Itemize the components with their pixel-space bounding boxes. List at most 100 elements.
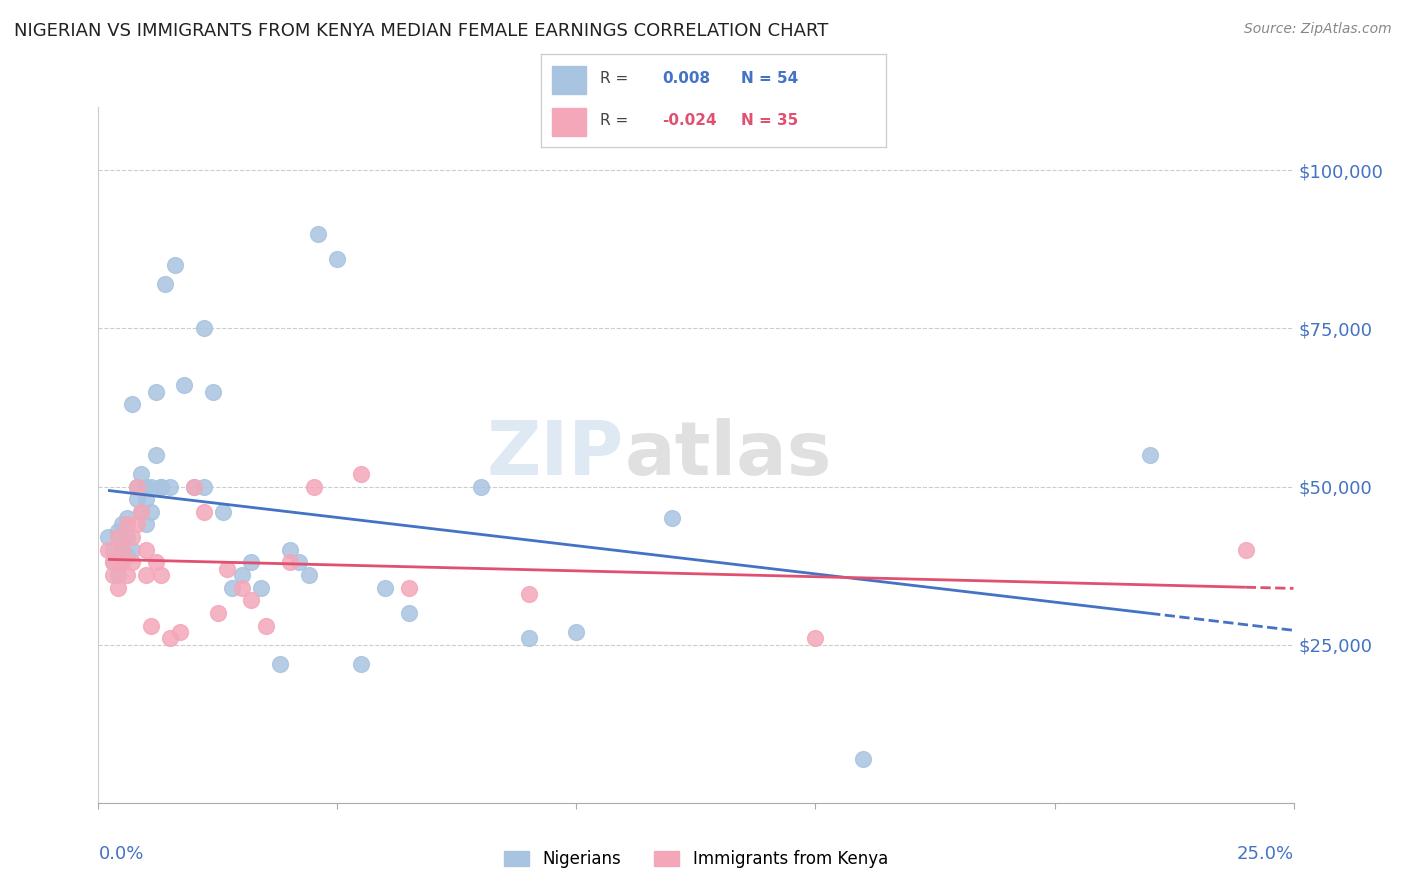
Point xyxy=(131,467,153,481)
Point xyxy=(125,492,148,507)
Point xyxy=(155,277,177,292)
Point xyxy=(302,479,325,493)
Point xyxy=(169,625,191,640)
Text: -0.024: -0.024 xyxy=(662,113,717,128)
Point xyxy=(231,581,253,595)
Point xyxy=(121,397,143,411)
Point xyxy=(298,568,321,582)
Point xyxy=(250,581,273,595)
Point xyxy=(111,542,134,557)
Point xyxy=(111,517,134,532)
Point xyxy=(269,657,291,671)
Point xyxy=(804,632,827,646)
Point xyxy=(278,556,301,570)
Point xyxy=(221,581,243,595)
Point xyxy=(135,479,157,493)
FancyBboxPatch shape xyxy=(551,66,586,94)
Point xyxy=(139,618,162,632)
Point xyxy=(211,505,233,519)
Point xyxy=(125,517,148,532)
Text: R =: R = xyxy=(600,113,633,128)
Point xyxy=(398,606,420,620)
Point xyxy=(101,542,124,557)
Point xyxy=(125,479,148,493)
Point xyxy=(111,556,134,570)
Point xyxy=(470,479,492,493)
Point xyxy=(254,618,277,632)
Text: 25.0%: 25.0% xyxy=(1236,845,1294,863)
Text: 0.0%: 0.0% xyxy=(98,845,143,863)
Point xyxy=(115,511,138,525)
Point xyxy=(350,657,373,671)
Point xyxy=(115,517,138,532)
Point xyxy=(217,562,239,576)
Point xyxy=(231,568,253,582)
Point xyxy=(107,530,129,544)
Text: N = 35: N = 35 xyxy=(741,113,799,128)
Point xyxy=(852,751,875,765)
Point xyxy=(139,505,162,519)
Point xyxy=(121,542,143,557)
Point xyxy=(101,556,124,570)
Point xyxy=(135,492,157,507)
Text: Source: ZipAtlas.com: Source: ZipAtlas.com xyxy=(1244,22,1392,37)
Point xyxy=(145,384,167,399)
Point xyxy=(145,448,167,462)
Point xyxy=(193,505,215,519)
Point xyxy=(97,542,120,557)
FancyBboxPatch shape xyxy=(551,108,586,136)
Text: N = 54: N = 54 xyxy=(741,71,799,87)
Point xyxy=(159,632,181,646)
Point xyxy=(163,258,186,272)
Point xyxy=(278,542,301,557)
Point xyxy=(97,530,120,544)
Point xyxy=(125,479,148,493)
Text: atlas: atlas xyxy=(624,418,831,491)
Point xyxy=(240,593,263,607)
Point xyxy=(107,581,129,595)
Point xyxy=(121,556,143,570)
Point xyxy=(101,556,124,570)
Text: R =: R = xyxy=(600,71,633,87)
Point xyxy=(111,556,134,570)
Point xyxy=(207,606,229,620)
Point xyxy=(111,536,134,550)
Point xyxy=(517,587,540,601)
Point xyxy=(135,542,157,557)
Point xyxy=(565,625,588,640)
Point xyxy=(131,505,153,519)
Point xyxy=(193,479,215,493)
Point xyxy=(135,517,157,532)
Point xyxy=(193,321,215,335)
Point xyxy=(326,252,349,266)
Point xyxy=(1234,542,1257,557)
Point xyxy=(398,581,420,595)
Point xyxy=(149,479,172,493)
Point xyxy=(288,556,311,570)
Point xyxy=(131,505,153,519)
Point xyxy=(661,511,683,525)
Point xyxy=(350,467,373,481)
Point xyxy=(374,581,396,595)
Point xyxy=(121,530,143,544)
Point xyxy=(183,479,205,493)
Point xyxy=(202,384,225,399)
Point xyxy=(145,556,167,570)
Point xyxy=(149,568,172,582)
Point xyxy=(1139,448,1161,462)
Text: NIGERIAN VS IMMIGRANTS FROM KENYA MEDIAN FEMALE EARNINGS CORRELATION CHART: NIGERIAN VS IMMIGRANTS FROM KENYA MEDIAN… xyxy=(14,22,828,40)
Point xyxy=(240,556,263,570)
Point xyxy=(307,227,329,241)
Point xyxy=(115,568,138,582)
Legend: Nigerians, Immigrants from Kenya: Nigerians, Immigrants from Kenya xyxy=(498,843,894,874)
Point xyxy=(115,530,138,544)
Point xyxy=(183,479,205,493)
Text: 0.008: 0.008 xyxy=(662,71,710,87)
Point xyxy=(135,568,157,582)
Text: ZIP: ZIP xyxy=(486,418,624,491)
Point xyxy=(107,524,129,538)
Point xyxy=(149,479,172,493)
Point xyxy=(159,479,181,493)
Point xyxy=(173,378,195,392)
Point xyxy=(115,549,138,563)
